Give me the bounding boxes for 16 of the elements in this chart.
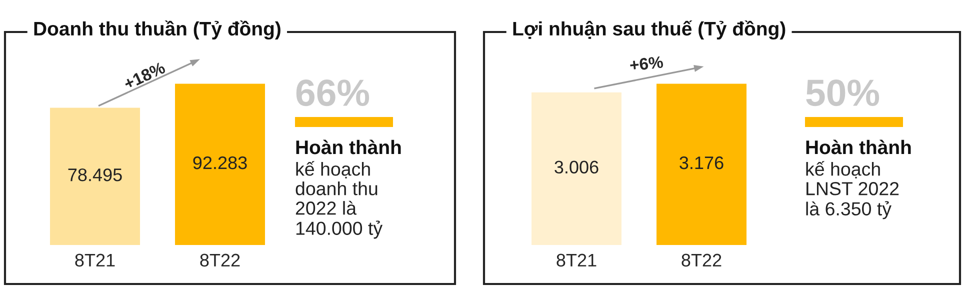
data-label: 78.495 [68, 168, 122, 182]
x-tick-label: 8T21 [556, 254, 596, 267]
text: Hoàn thành [806, 140, 911, 154]
text: Hoàn thành [296, 140, 401, 154]
x-tick-label: 8T22 [682, 254, 722, 267]
text: +6% [630, 56, 664, 72]
data-label: 3.176 [680, 156, 724, 170]
data-label: 92.283 [193, 156, 247, 170]
chart-title: Doanh thu thuần (Tỷ đồng) [34, 20, 280, 40]
text: kế hoạch LNST 2022 là 6.350 tỷ [806, 161, 899, 220]
chart-title: Lợi nhuận sau thuế (Tỷ đồng) [513, 20, 786, 40]
annotation: +18% [123, 61, 166, 90]
x-tick-label: 8T21 [75, 254, 115, 267]
x-tick-label: 8T22 [200, 254, 240, 267]
data-label: 3.006 [554, 160, 598, 174]
text: kế hoạch doanh thu 2022 là 140.000 tỷ [296, 161, 383, 239]
